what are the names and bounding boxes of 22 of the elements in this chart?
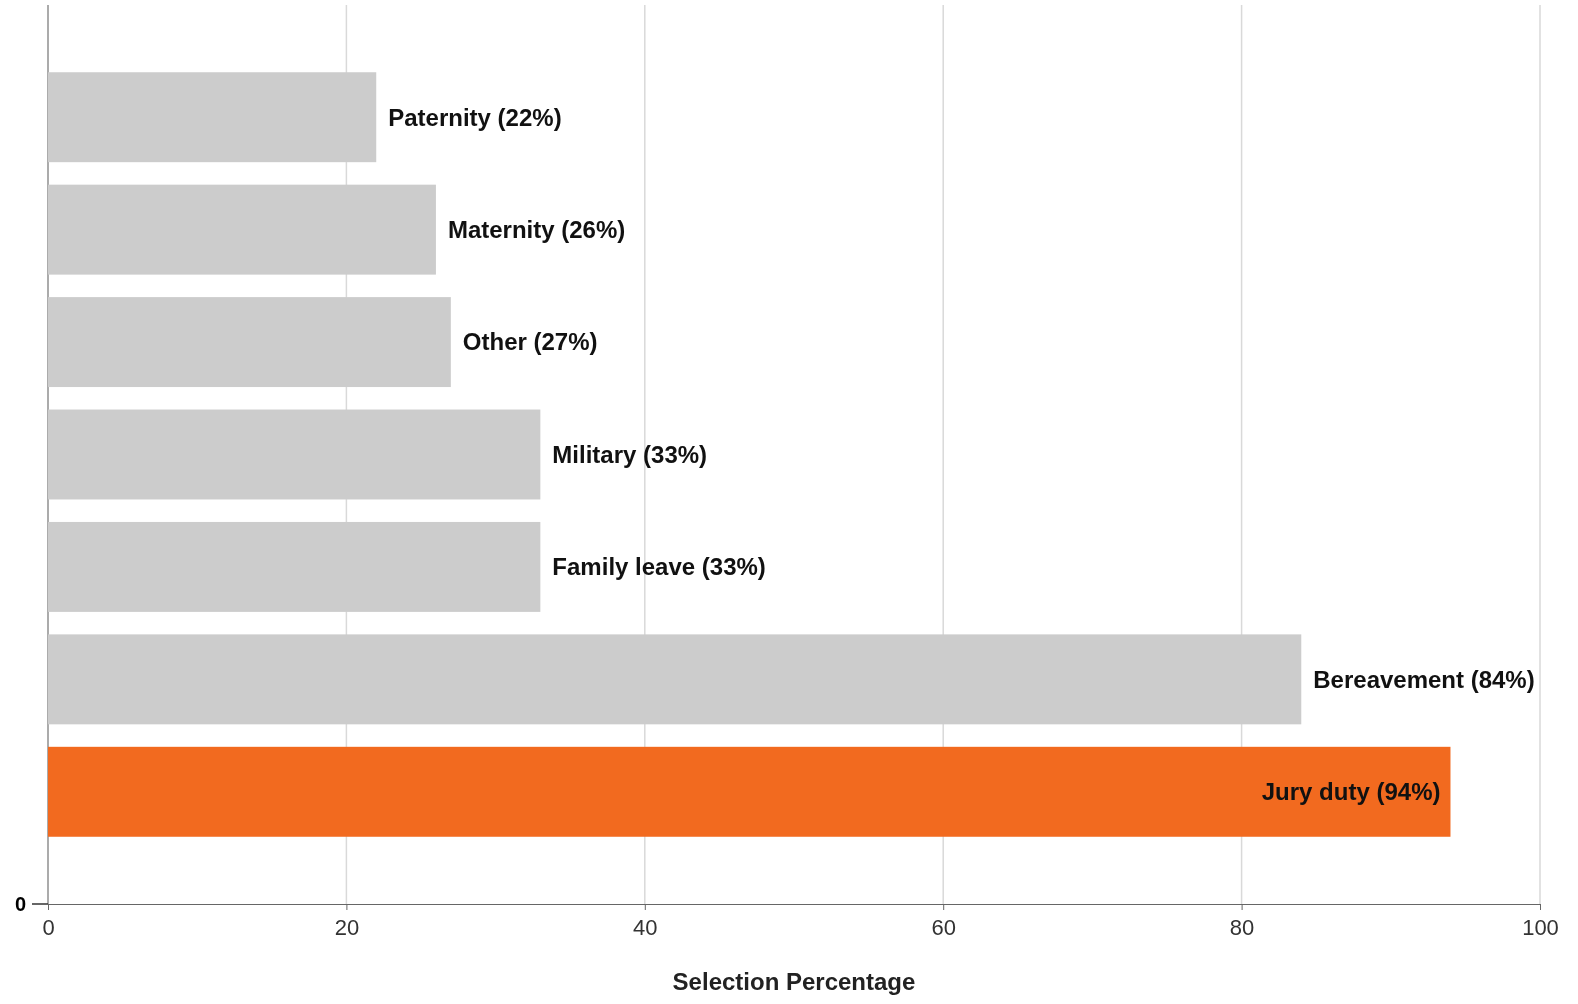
x-tick-label: 60 <box>931 915 956 940</box>
bar <box>48 72 377 163</box>
x-tick-label: 0 <box>42 915 55 940</box>
data-label: Jury duty (94%) <box>1261 778 1441 806</box>
bar <box>48 521 541 612</box>
data-label: Other (27%) <box>462 328 598 356</box>
data-label: Military (33%) <box>552 440 708 468</box>
x-tick-label: 80 <box>1229 915 1255 940</box>
data-label: Bereavement (84%) <box>1313 665 1535 693</box>
bar <box>48 297 451 388</box>
x-tick-label: 20 <box>334 915 360 940</box>
x-axis-title: Selection Percentage <box>672 968 916 995</box>
bar <box>48 634 1302 725</box>
bar <box>48 409 541 500</box>
text: 0 <box>14 893 26 915</box>
x-tick-label: 100 <box>1522 915 1559 940</box>
bar <box>48 746 1451 837</box>
data-label: Paternity (22%) <box>388 103 562 131</box>
x-tick-label: 40 <box>633 915 658 940</box>
data-label: Family leave (33%) <box>552 553 766 581</box>
bar <box>48 184 436 275</box>
data-label: Maternity (26%) <box>447 216 626 244</box>
